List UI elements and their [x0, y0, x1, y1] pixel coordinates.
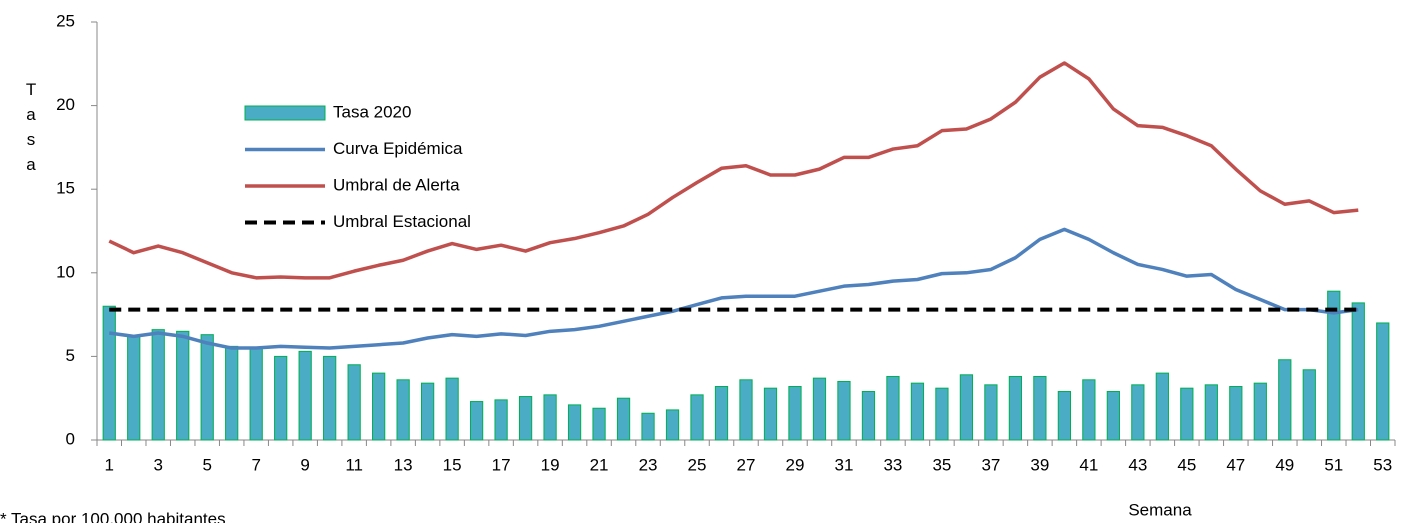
x-tick-label: 39: [1030, 455, 1049, 474]
x-tick-label: 25: [688, 455, 707, 474]
x-axis-label: Semana: [1128, 500, 1192, 519]
bar: [616, 397, 631, 441]
bar: [984, 384, 998, 441]
bar: [1106, 391, 1120, 441]
bar: [102, 305, 116, 441]
x-tick-label: 13: [394, 455, 413, 474]
x-tick-label: 23: [639, 455, 658, 474]
y-tick-label: 10: [56, 262, 75, 281]
bar: [690, 394, 704, 441]
bar: [935, 387, 949, 441]
bar: [910, 382, 925, 441]
legend-label: Umbral de Alerta: [333, 175, 460, 194]
bar: [567, 404, 582, 441]
bar: [665, 409, 680, 441]
bar: [225, 345, 239, 441]
bar: [1033, 375, 1047, 441]
y-tick-label: 0: [66, 429, 75, 448]
x-tick-label: 9: [300, 455, 309, 474]
bar: [518, 396, 533, 441]
bar: [1327, 290, 1341, 441]
bar: [543, 394, 557, 441]
bar: [1351, 302, 1365, 441]
x-tick-label: 37: [981, 455, 1000, 474]
bar: [372, 372, 386, 441]
bar: [763, 387, 778, 441]
y-tick-label: 5: [66, 346, 75, 365]
bar: [1278, 359, 1292, 441]
bar: [1204, 384, 1218, 441]
bar: [592, 407, 606, 441]
bar: [861, 391, 876, 441]
bar: [494, 399, 508, 441]
bar: [1155, 372, 1169, 441]
bar: [1180, 387, 1194, 441]
bar: [151, 329, 165, 441]
x-tick-label: 47: [1226, 455, 1245, 474]
x-tick-label: 51: [1324, 455, 1343, 474]
bar: [1253, 382, 1267, 441]
bar: [323, 355, 337, 441]
x-tick-label: 45: [1177, 455, 1196, 474]
x-tick-label: 7: [251, 455, 260, 474]
bar: [641, 412, 655, 441]
bar: [1229, 385, 1243, 441]
x-tick-label: 11: [345, 455, 363, 474]
bar: [959, 374, 974, 441]
x-tick-label: 53: [1373, 455, 1392, 474]
bar: [445, 377, 459, 441]
legend-swatch: [244, 105, 326, 121]
bar: [274, 355, 288, 441]
y-tick-label: 15: [56, 179, 75, 198]
bar: [739, 379, 753, 441]
bar: [200, 334, 214, 441]
x-tick-label: 35: [932, 455, 951, 474]
bar: [1008, 375, 1023, 441]
legend-label: Tasa 2020: [333, 102, 411, 121]
y-tick-label: 20: [56, 95, 75, 114]
x-tick-label: 43: [1128, 455, 1147, 474]
bar: [347, 364, 361, 441]
bar: [788, 385, 802, 441]
bar: [1131, 384, 1145, 441]
bar: [1057, 391, 1072, 441]
bar: [714, 385, 729, 441]
bar: [837, 380, 851, 441]
x-tick-label: 5: [202, 455, 211, 474]
bar: [127, 335, 141, 441]
line: [108, 61, 1359, 280]
legend-label: Umbral Estacional: [333, 212, 471, 231]
bar: [1376, 322, 1390, 441]
x-tick-label: 29: [786, 455, 805, 474]
x-tick-label: 41: [1079, 455, 1098, 474]
x-tick-label: 21: [590, 455, 609, 474]
bar: [1082, 379, 1096, 441]
x-tick-label: 1: [105, 455, 114, 474]
x-tick-label: 33: [883, 455, 902, 474]
legend-label: Curva Epidémica: [333, 139, 463, 158]
y-tick-label: 25: [56, 11, 75, 30]
bar: [812, 377, 827, 441]
x-tick-label: 31: [835, 455, 854, 474]
bar: [176, 330, 190, 441]
x-tick-label: 19: [541, 455, 560, 474]
x-tick-label: 17: [492, 455, 511, 474]
bar: [421, 382, 435, 441]
bar: [469, 401, 484, 441]
line: [109, 227, 1359, 350]
bar: [886, 375, 900, 441]
x-tick-label: 3: [153, 455, 162, 474]
y-axis-label: Tasa: [22, 80, 41, 180]
bar: [396, 379, 410, 441]
bar: [249, 347, 263, 441]
x-tick-label: 15: [443, 455, 462, 474]
bar: [1302, 369, 1316, 441]
bar: [298, 350, 312, 441]
x-tick-label: 27: [737, 455, 756, 474]
footnote: * Tasa por 100.000 habitantes: [0, 509, 226, 523]
x-tick-label: 49: [1275, 455, 1294, 474]
